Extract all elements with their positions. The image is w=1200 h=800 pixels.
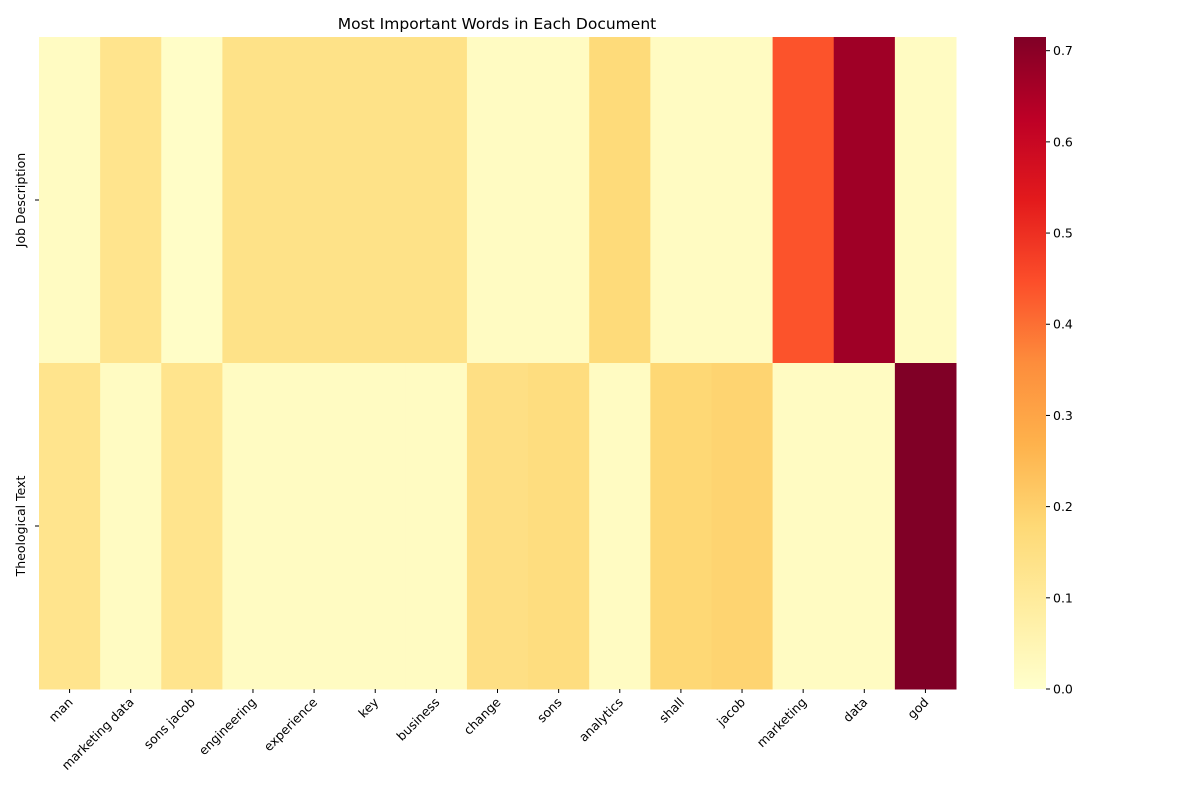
colorbar-tick-label: 0.1 bbox=[1053, 590, 1073, 605]
heatmap-cell bbox=[528, 363, 590, 690]
heatmap-cell bbox=[833, 37, 896, 364]
heatmap-cell bbox=[650, 363, 712, 690]
heatmap-cell bbox=[589, 363, 651, 690]
heatmap-cell bbox=[161, 37, 223, 364]
colorbar-tick-label: 0.5 bbox=[1053, 226, 1073, 241]
x-tick-label: man bbox=[45, 695, 75, 725]
heatmap-cell bbox=[405, 37, 468, 364]
colorbar-tick-label: 0.4 bbox=[1053, 317, 1073, 332]
heatmap-cell bbox=[650, 37, 712, 364]
x-tick-label: engineering bbox=[196, 695, 259, 758]
heatmap-cell bbox=[222, 363, 285, 690]
heatmap-cell bbox=[100, 363, 162, 690]
x-tick-label: data bbox=[840, 695, 871, 726]
heatmap-cell bbox=[833, 363, 896, 690]
heatmap-cells bbox=[39, 37, 957, 690]
chart-title: Most Important Words in Each Document bbox=[338, 15, 656, 33]
heatmap-cell bbox=[589, 37, 651, 364]
y-tick-label: Job Description bbox=[13, 153, 28, 248]
colorbar-tick-label: 0.0 bbox=[1053, 682, 1073, 697]
heatmap-cell bbox=[283, 363, 346, 690]
heatmap-cell bbox=[772, 363, 835, 690]
x-tick-label: business bbox=[393, 695, 442, 744]
y-tick-label: Theological Text bbox=[13, 476, 28, 578]
x-tick-label: sons bbox=[534, 695, 565, 726]
colorbar-ticks: 0.0 0.1 0.2 0.3 0.4 0.5 0.6 0.7 bbox=[1046, 43, 1073, 697]
colorbar-tick-label: 0.6 bbox=[1053, 134, 1073, 149]
heatmap-cell bbox=[711, 363, 774, 690]
heatmap-cell bbox=[161, 363, 223, 690]
x-tick-label: god bbox=[904, 695, 931, 722]
heatmap-cell bbox=[466, 363, 529, 690]
heatmap-cell bbox=[894, 363, 957, 690]
heatmap-cell bbox=[772, 37, 835, 364]
x-tick-label: jacob bbox=[713, 694, 748, 729]
x-tick-label: change bbox=[460, 694, 503, 737]
colorbar-tick-label: 0.2 bbox=[1053, 499, 1073, 514]
heatmap-cell bbox=[100, 37, 162, 364]
y-axis: Job Description Theological Text bbox=[13, 153, 39, 578]
x-tick-label: analytics bbox=[576, 695, 626, 745]
x-tick-label: experience bbox=[261, 694, 321, 754]
heatmap-cell bbox=[344, 37, 407, 364]
x-tick-label: shall bbox=[656, 695, 687, 726]
x-tick-label: sons jacob bbox=[141, 694, 198, 751]
heatmap-cell bbox=[711, 37, 774, 364]
colorbar-tick-label: 0.3 bbox=[1053, 408, 1073, 423]
colorbar-tick-label: 0.7 bbox=[1053, 43, 1073, 58]
heatmap-cell bbox=[405, 363, 468, 690]
heatmap-cell bbox=[39, 37, 101, 364]
heatmap-cell bbox=[466, 37, 529, 364]
heatmap-cell bbox=[344, 363, 407, 690]
heatmap-cell bbox=[528, 37, 590, 364]
heatmap-cell bbox=[283, 37, 346, 364]
heatmap-cell bbox=[39, 363, 101, 690]
colorbar: 0.0 0.1 0.2 0.3 0.4 0.5 0.6 0.7 bbox=[1014, 37, 1073, 697]
colorbar-gradient bbox=[1014, 37, 1046, 689]
x-tick-label: key bbox=[355, 694, 382, 721]
heatmap-cell bbox=[894, 37, 957, 364]
x-tick-label: marketing bbox=[754, 695, 810, 751]
heatmap-cell bbox=[222, 37, 285, 364]
